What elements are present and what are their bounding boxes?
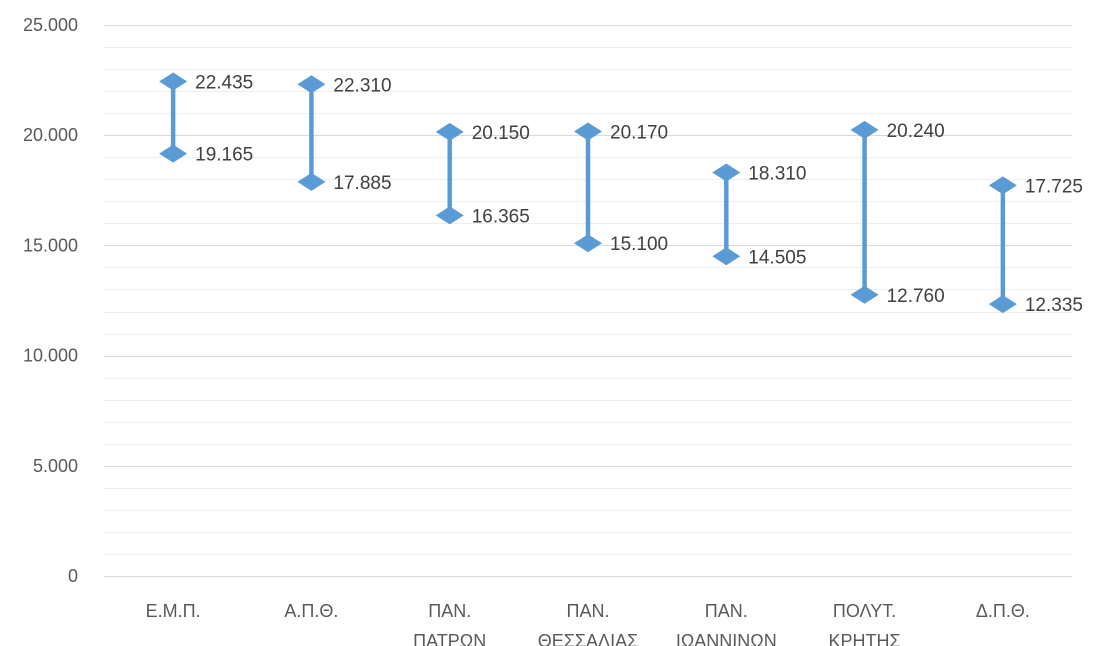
range-series: 22.435 19.165 22.310 17.885 20.150 16.365 20.1… [159, 72, 1083, 316]
high-value-label: 20.150 [472, 123, 530, 144]
low-marker [988, 295, 1017, 314]
x-axis-category-labels: Ε.Μ.Π. Α.Π.Θ. ΠΑΝ. ΠΑΤΡΩΝ ΠΑΝ. ΘΕΣΣΑΛΙΑΣ ΠΑΝ. Ι… [146, 601, 1030, 646]
high-value-label: 18.310 [748, 163, 806, 184]
x-category-label: Ε.Μ.Π. [146, 601, 201, 621]
high-value-label: 20.240 [887, 121, 945, 142]
high-marker [159, 72, 188, 91]
x-category-label: ΠΑΝ. [566, 601, 609, 621]
y-tick-label: 0 [68, 566, 78, 586]
x-category-label: ΘΕΣΣΑΛΙΑΣ [538, 631, 638, 646]
x-category-label: Δ.Π.Θ. [976, 601, 1030, 621]
low-value-label: 16.365 [472, 206, 530, 227]
x-category-label: Α.Π.Θ. [284, 601, 338, 621]
y-axis-tick-labels: 0 5.000 10.000 15.000 20.000 25.000 [23, 15, 78, 586]
high-marker [297, 75, 326, 94]
low-value-label: 19.165 [195, 145, 253, 166]
high-value-label: 22.435 [195, 73, 253, 94]
x-category-label: ΚΡΗΤΗΣ [829, 631, 901, 646]
low-marker [435, 206, 464, 225]
low-marker [850, 285, 879, 304]
y-tick-label: 20.000 [23, 125, 78, 145]
low-value-label: 14.505 [748, 247, 806, 268]
low-marker [297, 172, 326, 191]
x-category-label: ΙΩΑΝΝΙΝΩΝ [676, 631, 777, 646]
high-marker [988, 176, 1017, 195]
low-marker [712, 247, 741, 266]
y-tick-label: 15.000 [23, 235, 78, 255]
high-value-label: 17.725 [1025, 176, 1083, 197]
y-tick-label: 25.000 [23, 15, 78, 35]
high-marker [712, 163, 741, 182]
low-value-label: 17.885 [333, 173, 391, 194]
high-marker [850, 120, 879, 139]
x-category-label: ΠΑΤΡΩΝ [413, 631, 486, 646]
low-value-label: 12.760 [887, 286, 945, 307]
high-marker [435, 122, 464, 141]
low-value-label: 15.100 [610, 234, 668, 255]
high-value-label: 22.310 [333, 75, 391, 96]
x-category-label: ΠΟΛΥΤ. [833, 601, 896, 621]
low-marker [159, 144, 188, 163]
x-category-label: ΠΑΝ. [705, 601, 748, 621]
x-category-label: ΠΑΝ. [428, 601, 471, 621]
high-value-label: 20.170 [610, 122, 668, 143]
high-marker [574, 122, 602, 141]
y-tick-label: 10.000 [23, 346, 78, 366]
low-marker [574, 234, 602, 253]
y-tick-label: 5.000 [33, 456, 78, 476]
low-value-label: 12.335 [1025, 295, 1083, 316]
